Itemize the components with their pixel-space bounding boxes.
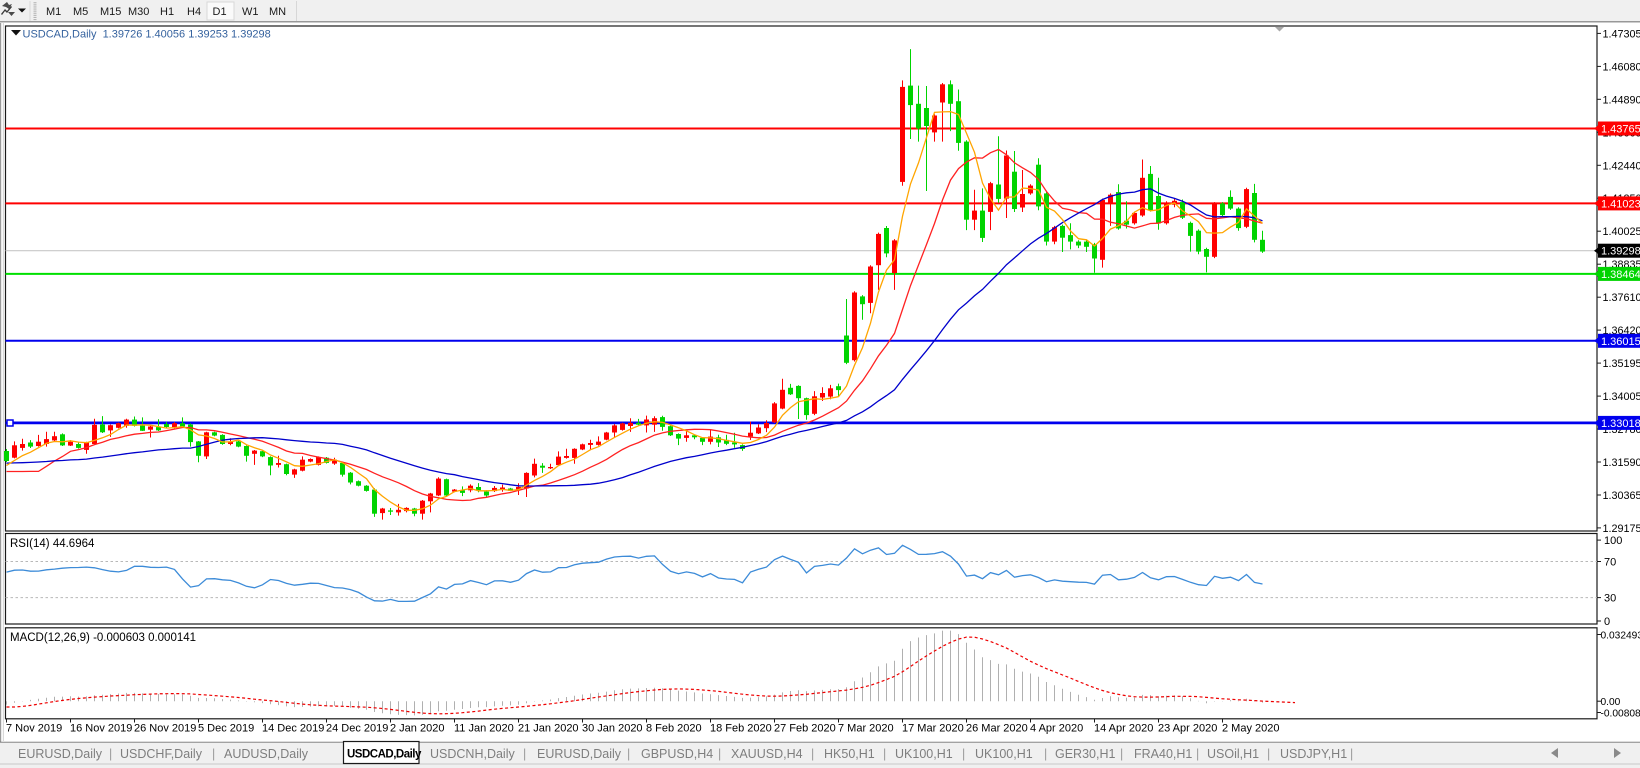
svg-text:1.33018: 1.33018: [1601, 418, 1640, 430]
svg-text:|: |: [627, 747, 630, 761]
svg-text:1.44890: 1.44890: [1603, 94, 1640, 106]
svg-text:23 Apr 2020: 23 Apr 2020: [1158, 723, 1217, 735]
svg-text:2 Jan 2020: 2 Jan 2020: [390, 723, 444, 735]
svg-text:H4: H4: [187, 6, 201, 18]
svg-text:USOil,H1: USOil,H1: [1207, 747, 1259, 761]
svg-text:GBPUSD,H4: GBPUSD,H4: [641, 747, 713, 761]
svg-text:1.40025: 1.40025: [1603, 226, 1640, 238]
svg-text:1.42440: 1.42440: [1603, 160, 1640, 172]
svg-text:|: |: [883, 747, 886, 761]
svg-text:USDCNH,Daily: USDCNH,Daily: [430, 747, 515, 761]
svg-text:|: |: [1350, 747, 1353, 761]
svg-text:17 Mar 2020: 17 Mar 2020: [902, 723, 964, 735]
svg-text:1.35195: 1.35195: [1603, 358, 1640, 370]
svg-text:8 Feb 2020: 8 Feb 2020: [646, 723, 702, 735]
svg-text:1.46080: 1.46080: [1603, 61, 1640, 73]
svg-text:M1: M1: [46, 6, 61, 18]
svg-text:D1: D1: [213, 6, 227, 18]
svg-text:UK100,H1: UK100,H1: [895, 747, 953, 761]
svg-text:11 Jan 2020: 11 Jan 2020: [454, 723, 514, 735]
svg-text:1.29175: 1.29175: [1603, 523, 1640, 535]
svg-text:MACD(12,26,9) -0.000603 0.0001: MACD(12,26,9) -0.000603 0.000141: [10, 632, 196, 644]
svg-text:7 Nov 2019: 7 Nov 2019: [6, 723, 62, 735]
svg-text:EURUSD,Daily: EURUSD,Daily: [18, 747, 103, 761]
svg-text:W1: W1: [242, 6, 259, 18]
svg-text:4 Apr 2020: 4 Apr 2020: [1030, 723, 1083, 735]
svg-text:|: |: [1267, 747, 1270, 761]
svg-text:0.032493: 0.032493: [1601, 630, 1640, 641]
svg-text:HK50,H1: HK50,H1: [824, 747, 875, 761]
svg-text:0: 0: [1604, 616, 1610, 628]
svg-text:7 Mar 2020: 7 Mar 2020: [838, 723, 894, 735]
svg-text:1.37610: 1.37610: [1603, 292, 1640, 304]
svg-text:M30: M30: [128, 6, 149, 18]
svg-text:27 Feb 2020: 27 Feb 2020: [774, 723, 836, 735]
svg-text:24 Dec 2019: 24 Dec 2019: [326, 723, 388, 735]
svg-text:AUDUSD,Daily: AUDUSD,Daily: [224, 747, 309, 761]
svg-text:M5: M5: [73, 6, 88, 18]
svg-text:0.00: 0.00: [1601, 697, 1621, 708]
svg-text:26 Mar 2020: 26 Mar 2020: [966, 723, 1028, 735]
svg-text:30: 30: [1604, 593, 1616, 605]
svg-text:|: |: [212, 747, 215, 761]
svg-text:-0.008086: -0.008086: [1601, 708, 1640, 719]
svg-text:USDCAD,Daily 1.39726 1.40056: USDCAD,Daily 1.39726 1.40056 1.39253 1.3…: [23, 29, 271, 41]
svg-text:1.31590: 1.31590: [1603, 457, 1640, 469]
svg-text:M15: M15: [100, 6, 121, 18]
svg-text:RSI(14) 44.6964: RSI(14) 44.6964: [10, 538, 95, 550]
svg-text:26 Nov 2019: 26 Nov 2019: [134, 723, 196, 735]
svg-text:1.34005: 1.34005: [1603, 391, 1640, 403]
svg-text:|: |: [523, 747, 526, 761]
svg-text:21 Jan 2020: 21 Jan 2020: [518, 723, 579, 735]
svg-text:18 Feb 2020: 18 Feb 2020: [710, 723, 772, 735]
svg-text:MN: MN: [269, 6, 286, 18]
svg-text:|: |: [962, 747, 965, 761]
svg-text:1.36015: 1.36015: [1601, 336, 1640, 348]
svg-text:|: |: [718, 747, 721, 761]
svg-text:1.30365: 1.30365: [1603, 490, 1640, 502]
svg-text:30 Jan 2020: 30 Jan 2020: [582, 723, 643, 735]
svg-text:|: |: [1044, 747, 1047, 761]
svg-text:|: |: [1120, 747, 1123, 761]
svg-text:UK100,H1: UK100,H1: [975, 747, 1033, 761]
svg-text:USDJPY,H1: USDJPY,H1: [1280, 747, 1347, 761]
svg-text:XAUUSD,H4: XAUUSD,H4: [731, 747, 803, 761]
svg-text:70: 70: [1604, 557, 1616, 569]
svg-text:100: 100: [1604, 535, 1622, 547]
svg-text:USDCAD,Daily: USDCAD,Daily: [347, 749, 422, 761]
svg-text:FRA40,H1: FRA40,H1: [1134, 747, 1192, 761]
svg-text:|: |: [811, 747, 814, 761]
svg-text:1.47305: 1.47305: [1603, 28, 1640, 40]
svg-text:14 Dec 2019: 14 Dec 2019: [262, 723, 324, 735]
svg-text:16 Nov 2019: 16 Nov 2019: [70, 723, 132, 735]
svg-text:1.43765: 1.43765: [1601, 124, 1640, 136]
svg-text:1.38464: 1.38464: [1601, 269, 1640, 281]
svg-text:|: |: [1196, 747, 1199, 761]
svg-text:USDCHF,Daily: USDCHF,Daily: [120, 747, 203, 761]
svg-text:2 May 2020: 2 May 2020: [1222, 723, 1279, 735]
svg-text:H1: H1: [160, 6, 174, 18]
svg-text:GER30,H1: GER30,H1: [1055, 747, 1115, 761]
svg-text:5 Dec 2019: 5 Dec 2019: [198, 723, 254, 735]
svg-text:1.39298: 1.39298: [1601, 246, 1640, 258]
svg-text:|: |: [109, 747, 112, 761]
svg-text:1.41023: 1.41023: [1601, 198, 1640, 210]
svg-text:14 Apr 2020: 14 Apr 2020: [1094, 723, 1153, 735]
svg-text:EURUSD,Daily: EURUSD,Daily: [537, 747, 622, 761]
